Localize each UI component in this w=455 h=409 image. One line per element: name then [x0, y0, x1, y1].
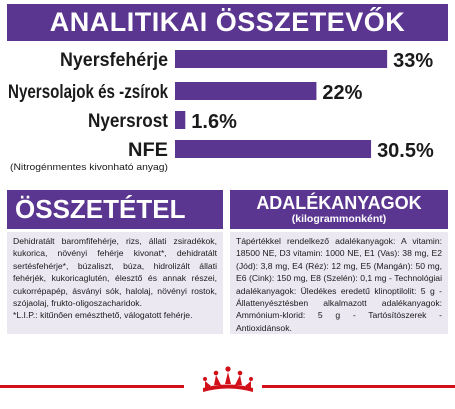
category-label: Nyersrost — [88, 111, 169, 132]
additives-heading-box: ADALÉKANYAGOK (kilogrammonként) — [230, 190, 448, 229]
footer-line-left — [0, 385, 184, 388]
composition-text: Dehidratált baromfifehérje, rizs, állati… — [13, 236, 217, 309]
value-label: 30.5% — [377, 140, 434, 162]
composition-panel: Dehidratált baromfifehérje, rizs, állati… — [7, 232, 223, 334]
additives-heading: ADALÉKANYAGOK — [256, 193, 422, 213]
footer-line-right — [262, 385, 455, 388]
additives-subheading: (kilogrammonként) — [291, 213, 387, 225]
additives-panel: Tápértékkel rendelkező adalékanyagok: A … — [230, 232, 448, 334]
analytical-constituents-banner: ANALITIKAI ÖSSZETEVŐK — [7, 4, 448, 41]
composition-note: *L.I.P.: kitűnően emészthető, válogatott… — [13, 310, 193, 321]
royal-canin-crown-icon — [203, 366, 253, 392]
bar — [175, 50, 388, 68]
bar — [175, 140, 372, 158]
value-label: 1.6% — [191, 111, 237, 133]
category-label: Nyersolajok és -zsírok — [8, 82, 168, 103]
category-label: Nyersfehérje — [60, 50, 168, 71]
category-label: NFE — [128, 140, 168, 161]
additives-text: Tápértékkel rendelkező adalékanyagok: A … — [236, 236, 442, 333]
category-sublabel: (Nitrogénmentes kivonható anyag) — [10, 162, 168, 173]
bar — [175, 111, 186, 129]
bar — [175, 82, 317, 100]
value-label: 22% — [322, 82, 362, 104]
analytical-constituents-chart: Nyersfehérje Nyersolajok és -zsírok Nyersr… — [8, 50, 434, 173]
value-label: 33% — [393, 50, 433, 72]
composition-heading: ÖSSZETÉTEL — [7, 190, 223, 229]
